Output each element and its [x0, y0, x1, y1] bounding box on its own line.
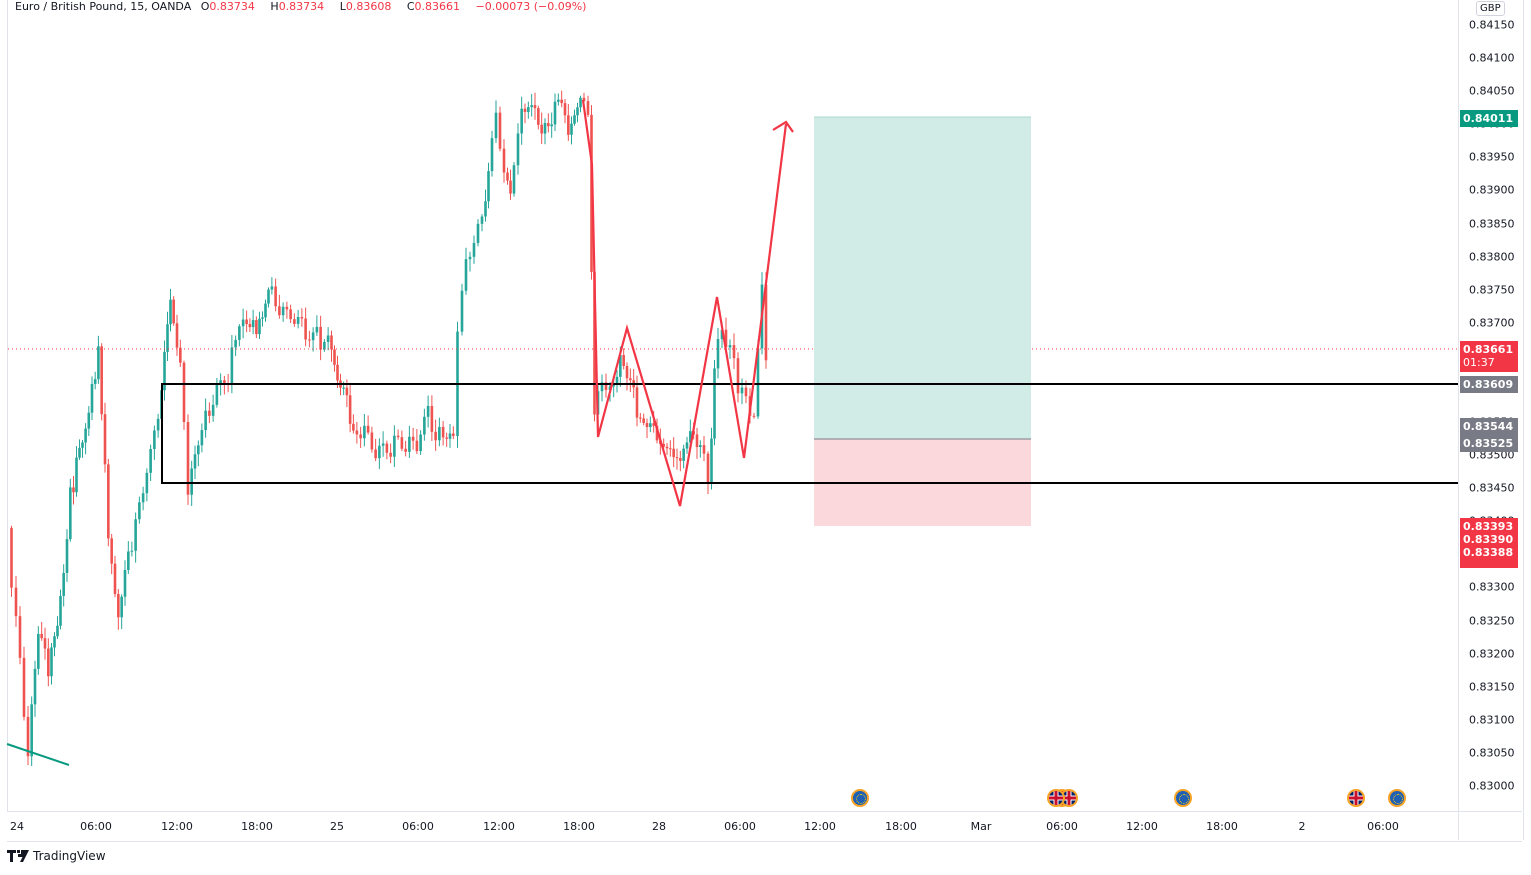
time-tick: 25: [330, 820, 344, 833]
price-axis[interactable]: GBP 0.841500.841000.840500.840000.839500…: [1458, 0, 1524, 840]
time-tick: 28: [652, 820, 666, 833]
chart-pane[interactable]: [7, 0, 1459, 811]
price-tick: 0.83000: [1469, 779, 1515, 793]
time-tick: 06:00: [724, 820, 756, 833]
price-tick: 0.83850: [1469, 217, 1515, 231]
price-tick: 0.83200: [1469, 647, 1515, 661]
time-tick: 12:00: [161, 820, 193, 833]
time-tick: 2: [1298, 820, 1306, 833]
price-tick: 0.83100: [1469, 713, 1515, 727]
tradingview-branding[interactable]: TradingView: [7, 849, 106, 863]
zone-top-badge: 0.83609: [1460, 376, 1518, 393]
arrow-head-icon: [772, 120, 794, 133]
price-tick: 0.83800: [1469, 250, 1515, 264]
time-tick: 18:00: [1206, 820, 1238, 833]
time-tick: 18:00: [563, 820, 595, 833]
price-tick: 0.83250: [1469, 614, 1515, 628]
uk-flag-icon[interactable]: [1347, 789, 1365, 807]
target-zone: [814, 117, 1031, 439]
high-value: 0.83734: [278, 0, 325, 13]
bar-countdown: 01:37: [1463, 356, 1495, 369]
eu-flag-icon[interactable]: [851, 789, 869, 807]
price-tick: 0.83950: [1469, 150, 1515, 164]
eu-flag-icon[interactable]: [1388, 789, 1406, 807]
price-tick: 0.83150: [1469, 680, 1515, 694]
stop-badges: 0.83393 0.83390 0.83388: [1460, 518, 1518, 568]
price-tick: 0.83450: [1469, 481, 1515, 495]
time-tick: 12:00: [804, 820, 836, 833]
open-value: 0.83734: [209, 0, 255, 13]
price-tick: 0.83050: [1469, 746, 1515, 760]
symbol-legend: Euro / British Pound, 15, OANDA O0.83734…: [15, 0, 587, 13]
trendline: [6, 743, 70, 766]
close-value: 0.83661: [414, 0, 461, 13]
axis-corner: [1458, 811, 1522, 842]
chart-canvas[interactable]: [0, 0, 1458, 811]
target-price-badge: 0.84011: [1460, 110, 1518, 127]
low-value: 0.83608: [345, 0, 392, 13]
time-tick: 12:00: [1126, 820, 1158, 833]
support-zone-rectangle: [161, 383, 1458, 484]
currency-button[interactable]: GBP: [1476, 1, 1505, 16]
time-tick: 18:00: [885, 820, 917, 833]
change-value: −0.00073 (−0.09%): [475, 0, 587, 13]
price-tick: 0.84050: [1469, 84, 1515, 98]
last-price-badge: 0.83661 01:37: [1460, 341, 1518, 372]
candlestick-series: [10, 90, 768, 767]
price-tick: 0.84100: [1469, 51, 1515, 65]
price-tick: 0.83900: [1469, 183, 1515, 197]
time-tick: 12:00: [483, 820, 515, 833]
time-tick: 06:00: [80, 820, 112, 833]
time-tick: 06:00: [1046, 820, 1078, 833]
entry-badge-1: 0.83544: [1460, 418, 1518, 435]
time-tick: 06:00: [1367, 820, 1399, 833]
price-tick: 0.83700: [1469, 316, 1515, 330]
time-axis[interactable]: 24 06:00 12:00 18:00 25 06:00 12:00 18:00 28 06:0…: [7, 811, 1458, 842]
entry-badge-2: 0.83525: [1460, 435, 1518, 452]
tradingview-logo-icon: [7, 850, 29, 862]
uk-flag-icon[interactable]: [1047, 789, 1065, 807]
eu-flag-icon[interactable]: [1174, 789, 1192, 807]
projected-path: [581, 99, 788, 507]
time-tick: 24: [10, 820, 24, 833]
price-tick: 0.83750: [1469, 283, 1515, 297]
symbol-title[interactable]: Euro / British Pound, 15, OANDA: [15, 0, 192, 13]
price-tick: 0.84150: [1469, 18, 1515, 32]
time-tick: 06:00: [402, 820, 434, 833]
price-tick: 0.83300: [1469, 580, 1515, 594]
time-tick: Mar: [970, 820, 992, 833]
time-tick: 18:00: [241, 820, 273, 833]
